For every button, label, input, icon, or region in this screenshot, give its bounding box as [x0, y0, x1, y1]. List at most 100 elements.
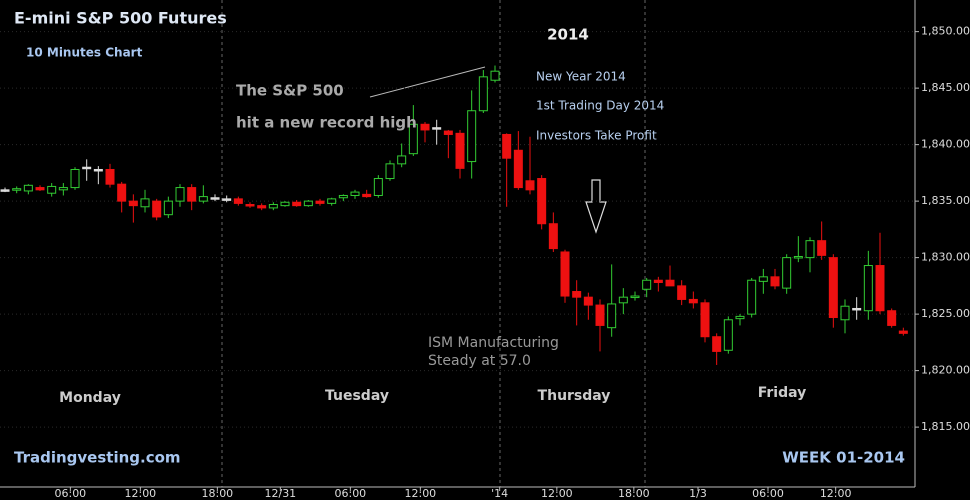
candle-body — [478, 76, 488, 112]
candle-body — [128, 200, 138, 207]
day-label: Thursday — [538, 388, 611, 404]
candle-body — [537, 178, 547, 225]
candle-body — [572, 291, 582, 298]
candle-body — [12, 188, 22, 191]
candle-body — [93, 168, 103, 172]
candle-body — [443, 130, 453, 135]
candle-body — [163, 200, 173, 216]
candle-body — [863, 265, 873, 312]
candle-body — [455, 132, 465, 169]
candle-body — [257, 205, 267, 209]
candle-body — [887, 310, 897, 326]
candle-body — [233, 198, 243, 204]
candle-body — [747, 279, 757, 315]
x-tick-label: 06:00 — [334, 487, 366, 500]
y-tick-label: 1,840.00 — [921, 138, 970, 151]
candle-body — [198, 196, 208, 202]
y-tick-label: 1,825.00 — [921, 307, 970, 320]
candle-body — [653, 279, 663, 283]
candle-body — [292, 201, 302, 207]
candle-body — [408, 123, 418, 155]
candle-body — [187, 187, 197, 202]
x-tick-label: 18:00 — [618, 487, 650, 500]
candle-body — [23, 184, 33, 192]
candle-body — [502, 133, 512, 159]
candle-body — [58, 187, 68, 191]
x-tick-label: 06:00 — [752, 487, 784, 500]
y-tick-label: 1,845.00 — [921, 81, 970, 94]
candle-body — [525, 180, 535, 191]
candle-body — [315, 200, 325, 204]
candle-body — [152, 200, 162, 218]
candle-body — [817, 240, 827, 256]
candle-body — [280, 201, 290, 207]
candle-body — [607, 303, 617, 329]
x-tick-label: 18:00 — [201, 487, 233, 500]
annotation: New Year 2014 — [536, 70, 626, 84]
candle-body — [595, 304, 605, 326]
y-tick-label: 1,815.00 — [921, 420, 970, 433]
candle-body — [432, 127, 442, 130]
candle-body — [548, 223, 558, 250]
candle-body — [898, 330, 908, 334]
candle-body — [840, 305, 850, 321]
candle-body — [630, 295, 640, 299]
candle-body — [268, 204, 278, 209]
candle-body — [852, 307, 862, 311]
candle-body — [303, 200, 313, 207]
annotation: Steady at 57.0 — [428, 353, 531, 369]
candle-body — [793, 255, 803, 259]
candle-body — [385, 163, 395, 180]
candle-body — [140, 198, 150, 208]
candle-body — [327, 198, 337, 204]
annotation: The S&P 500 — [236, 82, 344, 100]
candle-body — [490, 70, 500, 81]
candle-body — [47, 185, 57, 194]
candle-body — [362, 193, 372, 198]
candle-body — [642, 279, 652, 290]
y-tick-label: 1,835.00 — [921, 194, 970, 207]
annotation: 2014 — [547, 26, 589, 44]
chart-title: E-mini S&P 500 Futures — [14, 9, 227, 28]
candle-body — [828, 257, 838, 319]
candle-body — [560, 251, 570, 297]
x-tick-label: 12/31 — [264, 487, 296, 500]
candle-body — [723, 319, 733, 351]
candle-body — [175, 187, 185, 202]
candle-body — [770, 276, 780, 287]
annotation: ISM Manufacturing — [428, 335, 559, 351]
candle-body — [210, 197, 220, 200]
candle-body — [82, 166, 92, 170]
candle-body — [70, 168, 80, 189]
x-tick-label: 1/3 — [689, 487, 707, 500]
trend-line — [369, 66, 486, 98]
down-arrow — [585, 179, 607, 234]
candle-body — [665, 279, 675, 287]
candle-body — [677, 285, 687, 300]
day-label: Friday — [758, 385, 807, 401]
x-tick-label: 12:00 — [541, 487, 573, 500]
candle-body — [397, 155, 407, 165]
candle-body — [758, 276, 768, 282]
annotation: Investors Take Profit — [536, 129, 657, 143]
day-label: Monday — [59, 390, 121, 406]
candle-body — [583, 296, 593, 306]
candle-body — [245, 204, 255, 207]
candle-body — [712, 336, 722, 352]
candle-body — [373, 178, 383, 196]
x-tick-label: '14 — [491, 487, 508, 500]
footer-left: Tradingvesting.com — [14, 449, 181, 467]
candle-body — [875, 265, 885, 312]
candle-body — [420, 123, 430, 131]
candle-body — [105, 168, 115, 185]
candle-body — [0, 189, 10, 192]
candle-body — [222, 198, 232, 201]
candle-body — [700, 302, 710, 338]
x-tick-label: 12:00 — [124, 487, 156, 500]
candle-body — [117, 183, 127, 202]
candle-body — [618, 296, 628, 304]
candle-body — [467, 110, 477, 163]
candle-body — [735, 315, 745, 320]
